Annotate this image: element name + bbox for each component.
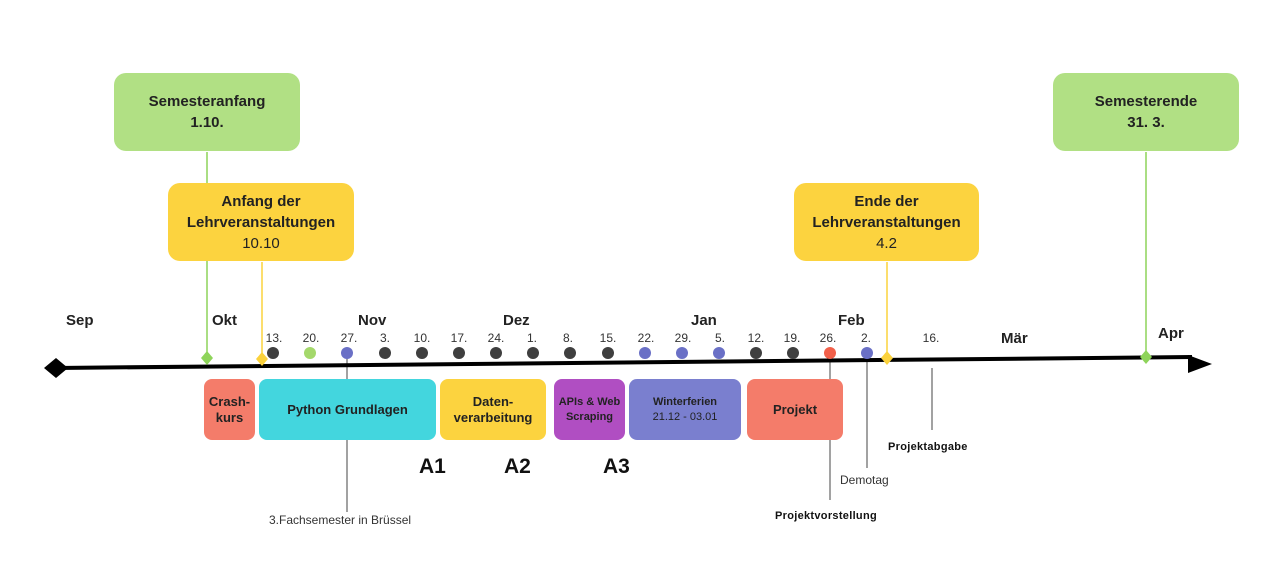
semesteranfang-date: 1.10. [190,114,224,131]
week-dot [676,347,688,359]
month-label: Sep [66,312,94,329]
week-dot [490,347,502,359]
projektvorstellung-note: Projektvorstellung [775,510,877,522]
week-dot [602,347,614,359]
ende-lv-line2: Lehrveranstaltungen [812,213,961,231]
date-label: 13. [265,331,283,345]
date-label: 17. [450,331,468,345]
date-label: 10. [413,331,431,345]
apis-line2: Scraping [565,410,614,423]
month-label: Dez [503,312,530,329]
ende-lv-callout: Ende der Lehrveranstaltungen 4.2 [794,183,979,261]
timeline-axis [55,355,1193,370]
date-label: 27. [340,331,358,345]
datenverarbeitung-block: Daten- verarbeitung [440,379,546,440]
month-label: Jan [691,312,717,329]
demotag-note: Demotag [840,473,889,487]
month-label: Mär [1001,330,1028,347]
date-label: 22. [637,331,655,345]
semesterende-marker [1140,350,1152,364]
projekt-label: Projekt [772,401,818,417]
bruessel-note: 3.Fachsemester in Brüssel [269,513,412,527]
week-dot [453,347,465,359]
semesteranfang-callout: Semesteranfang 1.10. [114,73,300,151]
date-label: 19. [783,331,801,345]
winterferien-block: Winterferien 21.12 - 03.01 [629,379,741,440]
week-dot [861,347,873,359]
projekt-block: Projekt [747,379,843,440]
date-label: 8. [562,331,574,345]
winterferien-dates: 21.12 - 03.01 [652,410,718,423]
week-dot [267,347,279,359]
crashkurs-line2: kurs [215,409,244,425]
month-label: Nov [358,312,387,329]
anfang-lv-callout: Anfang der Lehrveranstaltungen 10.10 [168,183,354,261]
date-label: 15. [599,331,617,345]
date-label: 16. [922,331,940,345]
week-dot [824,347,836,359]
anfang-lv-date: 10.10 [242,234,280,252]
apis-web-scraping-block: APIs & Web Scraping [554,379,625,440]
date-label: 2. [860,331,872,345]
semesteranfang-marker [201,351,213,365]
week-dot [341,347,353,359]
ende-lv-line1: Ende der [854,192,919,210]
week-dot [527,347,539,359]
week-dot [379,347,391,359]
python-grundlagen-label: Python Grundlagen [287,401,408,417]
assignment-label: A3 [603,455,630,478]
date-label: 12. [747,331,765,345]
semesteranfang-title: Semesteranfang [148,93,266,110]
week-dot [304,347,316,359]
semesterende-date: 31. 3. [1127,114,1165,131]
week-dot [750,347,762,359]
week-dot [713,347,725,359]
crashkurs-line1: Crash- [208,393,251,409]
assignment-label: A2 [504,455,531,478]
winterferien-title: Winterferien [652,395,718,408]
week-dot [416,347,428,359]
datenverarbeitung-line2: verarbeitung [453,409,533,425]
timeline-arrowhead [1188,355,1212,373]
ende-lv-marker [881,351,893,365]
date-label: 3. [379,331,391,345]
datenverarbeitung-line1: Daten- [472,393,514,409]
week-dot [787,347,799,359]
month-label: Okt [212,312,238,329]
date-label: 29. [674,331,692,345]
apis-line1: APIs & Web [558,395,621,408]
timeline-start-diamond [44,358,68,378]
month-label: Feb [838,312,865,329]
semesterende-title: Semesterende [1094,93,1198,110]
anfang-lv-line1: Anfang der [221,192,301,210]
semesterende-callout: Semesterende 31. 3. [1053,73,1239,151]
python-grundlagen-block: Python Grundlagen [259,379,436,440]
date-label: 1. [526,331,538,345]
date-label: 26. [819,331,837,345]
crashkurs-block: Crash- kurs [204,379,255,440]
projektabgabe-note: Projektabgabe [888,441,968,453]
week-dot [639,347,651,359]
date-label: 5. [714,331,726,345]
week-dot [564,347,576,359]
month-label: Apr [1158,325,1184,342]
assignment-label: A1 [419,455,446,478]
ende-lv-date: 4.2 [876,234,897,252]
date-label: 24. [487,331,505,345]
date-label: 20. [302,331,320,345]
anfang-lv-line2: Lehrveranstaltungen [186,213,336,231]
anfang-lv-marker [256,352,268,366]
